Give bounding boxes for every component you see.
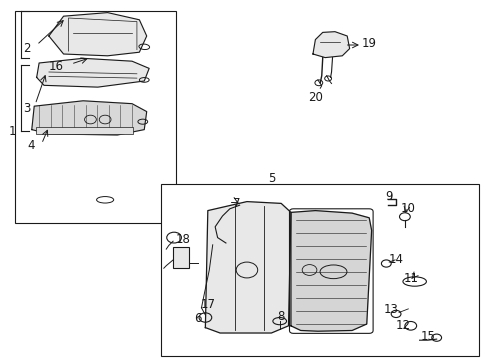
Polygon shape [205,202,290,333]
Bar [161,184,478,356]
Text: 14: 14 [388,253,403,266]
Polygon shape [312,32,349,58]
Text: 10: 10 [400,202,415,215]
Polygon shape [49,13,146,56]
Text: 17: 17 [200,298,215,311]
Text: 16: 16 [49,60,63,73]
Text: 11: 11 [403,273,417,285]
Bar [173,247,188,268]
Text: 13: 13 [383,303,398,316]
Bar [36,127,133,134]
Text: 19: 19 [361,37,376,50]
Text: 20: 20 [307,91,322,104]
Text: 8: 8 [277,310,285,323]
Text: 4: 4 [27,139,35,152]
Text: 18: 18 [176,233,190,246]
Text: 9: 9 [384,190,392,203]
Text: 3: 3 [23,102,31,114]
Text: 7: 7 [233,197,241,210]
Polygon shape [37,58,149,87]
Polygon shape [32,101,146,135]
Text: 5: 5 [267,172,275,185]
Text: 12: 12 [395,319,410,332]
Polygon shape [290,211,371,331]
Bar [15,11,176,223]
Text: 6: 6 [194,312,202,325]
Text: 15: 15 [420,330,434,343]
Text: 2: 2 [23,42,31,55]
Text: 1: 1 [8,125,16,138]
